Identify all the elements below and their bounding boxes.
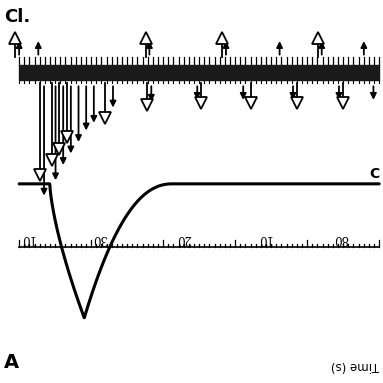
Text: Cl.: Cl. bbox=[4, 8, 30, 26]
Text: A: A bbox=[4, 352, 19, 372]
Text: 30: 30 bbox=[92, 232, 107, 245]
Text: 20: 20 bbox=[177, 232, 191, 245]
Text: 10: 10 bbox=[20, 232, 34, 245]
Text: Time (s): Time (s) bbox=[331, 358, 379, 372]
Text: 80: 80 bbox=[334, 232, 348, 245]
Text: 10: 10 bbox=[257, 232, 272, 245]
Text: C: C bbox=[370, 167, 380, 181]
Bar bbox=[19, 65, 379, 80]
